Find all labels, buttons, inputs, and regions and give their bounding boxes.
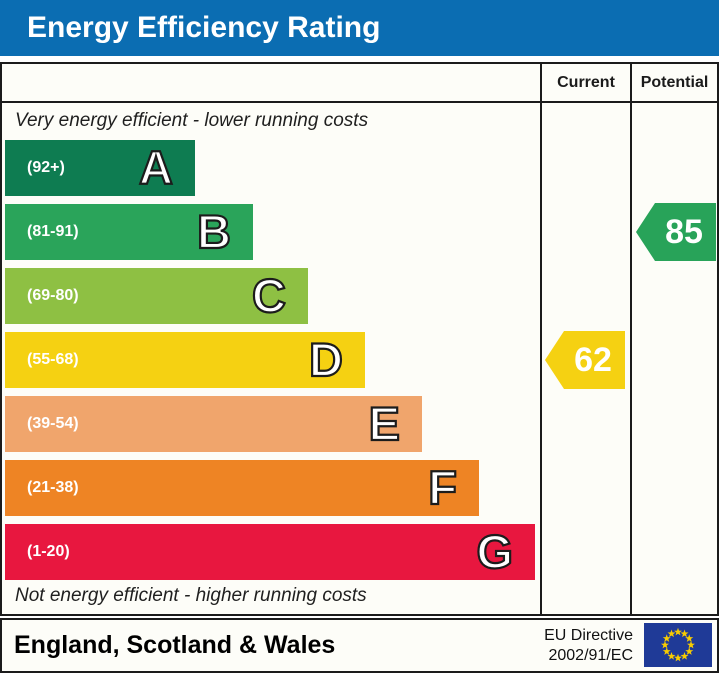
column-header-potential: Potential: [640, 73, 709, 91]
energy-efficiency-chart: Current Potential Very energy efficient …: [0, 62, 719, 616]
band-bar: (92+) A: [5, 140, 195, 196]
band-bar: (69-80) C: [5, 268, 308, 324]
band-letter: F: [427, 460, 458, 515]
potential-rating-value: 85: [665, 212, 703, 251]
band-letter: B: [196, 204, 232, 259]
band-row-e: (39-54) E: [5, 396, 422, 452]
band-range-label: (69-80): [27, 287, 79, 304]
band-range-label: (21-38): [27, 479, 79, 496]
page-title: Energy Efficiency Rating: [27, 11, 381, 44]
band-letter: C: [251, 268, 287, 323]
band-row-b: (81-91) B: [5, 204, 253, 260]
band-row-f: (21-38) F: [5, 460, 479, 516]
band-row-a: (92+) A: [5, 140, 195, 196]
eu-directive-label: EU Directive 2002/91/EC: [544, 626, 633, 666]
caption-not-efficient: Not energy efficient - higher running co…: [15, 585, 367, 606]
region-label: England, Scotland & Wales: [14, 631, 336, 659]
band-row-c: (69-80) C: [5, 268, 308, 324]
current-column-divider: [540, 64, 542, 614]
eu-directive-line1: EU Directive: [544, 626, 633, 644]
current-rating-value: 62: [574, 340, 612, 379]
band-range-label: (39-54): [27, 415, 79, 432]
band-range-label: (92+): [27, 159, 65, 176]
footer: England, Scotland & Wales EU Directive 2…: [0, 618, 719, 673]
band-bar: (39-54) E: [5, 396, 422, 452]
band-bar: (1-20) G: [5, 524, 535, 580]
band-range-label: (55-68): [27, 351, 79, 368]
potential-rating-marker: 85: [636, 203, 716, 261]
eu-flag-icon: [644, 623, 712, 667]
band-bar: (55-68) D: [5, 332, 365, 388]
band-range-label: (81-91): [27, 223, 79, 240]
band-row-d: (55-68) D: [5, 332, 365, 388]
band-letter: E: [368, 396, 402, 451]
column-header-current: Current: [557, 73, 615, 91]
band-row-g: (1-20) G: [5, 524, 535, 580]
caption-very-efficient: Very energy efficient - lower running co…: [15, 110, 369, 131]
potential-column-divider: [630, 64, 632, 614]
band-bar: (21-38) F: [5, 460, 479, 516]
band-range-label: (1-20): [27, 543, 70, 560]
title-bar: Energy Efficiency Rating: [0, 0, 719, 56]
band-letter: G: [475, 524, 514, 579]
band-letter: A: [138, 140, 174, 195]
band-bar: (81-91) B: [5, 204, 253, 260]
header-row-divider: [2, 101, 717, 103]
eu-directive-line2: 2002/91/EC: [548, 646, 633, 664]
band-letter: D: [308, 332, 344, 387]
current-rating-marker: 62: [545, 331, 625, 389]
